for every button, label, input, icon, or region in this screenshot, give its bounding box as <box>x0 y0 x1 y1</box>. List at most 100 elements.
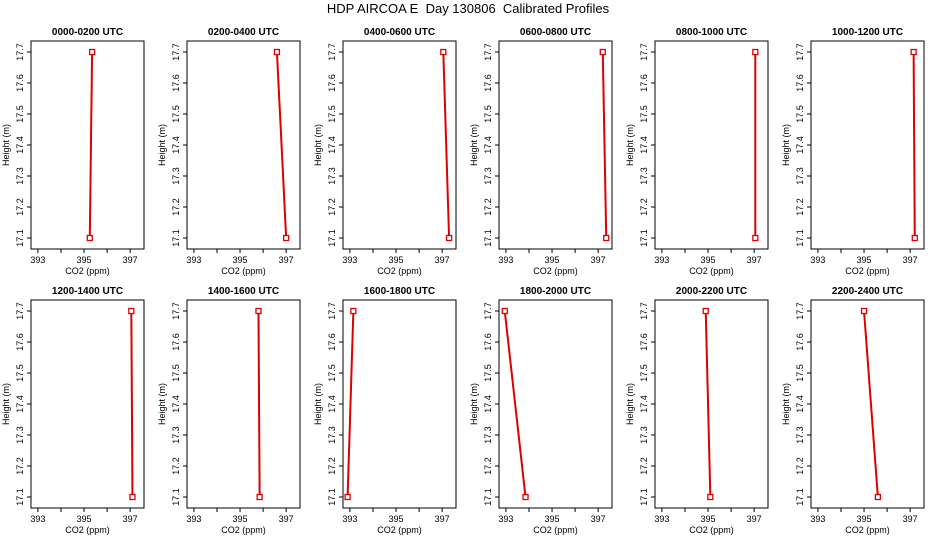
y-tick-label: 17.4 <box>171 136 181 154</box>
data-point <box>911 234 918 242</box>
x-tick-label: 395 <box>701 514 716 524</box>
y-tick-label: 17.5 <box>327 364 337 382</box>
x-tick-label: 395 <box>857 514 872 524</box>
y-tick-label: 17.6 <box>171 74 181 92</box>
y-tick-label: 17.6 <box>15 333 25 351</box>
data-point <box>702 307 709 315</box>
y-tick-label: 17.7 <box>795 43 805 61</box>
x-axis-label: CO2 (ppm) <box>689 266 734 276</box>
x-axis-label: CO2 (ppm) <box>377 266 422 276</box>
profile-line <box>257 310 261 498</box>
y-axis-label: Height (m) <box>313 124 323 166</box>
profile-panel: 1200-1400 UTC 393 395 397 CO2 (ppm) 17.1 17.2 1… <box>1 286 145 535</box>
profile-line <box>601 51 608 239</box>
plot-frame <box>342 299 457 509</box>
y-tick-label: 17.3 <box>483 426 493 444</box>
data-point <box>752 48 759 56</box>
profile-line <box>863 310 879 498</box>
x-axis-label: CO2 (ppm) <box>689 525 734 535</box>
y-axis-label: Height (m) <box>625 383 635 425</box>
panel-title: 1400-1600 UTC <box>208 286 279 297</box>
data-point <box>910 48 917 56</box>
y-tick-label: 17.4 <box>639 395 649 413</box>
y-tick-label: 17.7 <box>15 43 25 61</box>
y-tick-label: 17.4 <box>483 136 493 154</box>
x-tick-label: 395 <box>233 255 248 265</box>
x-tick-label: 397 <box>279 514 294 524</box>
y-tick-label: 17.5 <box>15 105 25 123</box>
y-tick-label: 17.4 <box>795 136 805 154</box>
panel-title: 1000-1200 UTC <box>832 27 903 38</box>
y-tick-label: 17.5 <box>483 105 493 123</box>
x-axis-label: CO2 (ppm) <box>533 525 578 535</box>
panel-title: 0800-1000 UTC <box>676 27 747 38</box>
y-tick-label: 17.7 <box>15 302 25 320</box>
y-tick-label: 17.7 <box>483 302 493 320</box>
y-tick-label: 17.4 <box>483 395 493 413</box>
y-tick-label: 17.2 <box>327 198 337 216</box>
y-tick-label: 17.4 <box>171 395 181 413</box>
x-tick-label: 395 <box>233 514 248 524</box>
x-tick-label: 397 <box>747 255 762 265</box>
panel-title: 2000-2200 UTC <box>676 286 747 297</box>
y-tick-label: 17.2 <box>15 457 25 475</box>
plot-frame <box>654 40 769 250</box>
x-tick-label: 395 <box>545 255 560 265</box>
y-axis-label: Height (m) <box>157 383 167 425</box>
x-tick-label: 397 <box>123 255 138 265</box>
y-tick-label: 17.2 <box>327 457 337 475</box>
data-point <box>350 307 357 315</box>
y-tick-label: 17.7 <box>639 43 649 61</box>
y-tick-label: 17.1 <box>15 229 25 247</box>
plot-frame <box>30 299 145 509</box>
x-tick-label: 397 <box>591 255 606 265</box>
x-tick-label: 397 <box>435 514 450 524</box>
x-axis-label: CO2 (ppm) <box>845 525 890 535</box>
x-axis-label: CO2 (ppm) <box>221 525 266 535</box>
y-tick-label: 17.1 <box>639 488 649 506</box>
y-tick-label: 17.4 <box>639 136 649 154</box>
x-tick-label: 395 <box>77 514 92 524</box>
x-axis-label: CO2 (ppm) <box>845 266 890 276</box>
y-tick-label: 17.3 <box>15 426 25 444</box>
x-tick-label: 395 <box>701 255 716 265</box>
y-tick-label: 17.3 <box>795 167 805 185</box>
y-tick-label: 17.1 <box>171 229 181 247</box>
profile-panel: 2200-2400 UTC 393 395 397 CO2 (ppm) 17.1 17.2 1… <box>781 286 925 535</box>
x-tick-label: 395 <box>77 255 92 265</box>
y-tick-label: 17.5 <box>171 105 181 123</box>
profile-panel: 1800-2000 UTC 393 395 397 CO2 (ppm) 17.1 17.2 1… <box>469 286 613 535</box>
y-axis-label: Height (m) <box>781 124 791 166</box>
y-tick-label: 17.4 <box>795 395 805 413</box>
data-point <box>129 493 136 501</box>
panel-title: 2200-2400 UTC <box>832 286 903 297</box>
y-tick-label: 17.4 <box>327 395 337 413</box>
y-tick-label: 17.1 <box>15 488 25 506</box>
y-tick-label: 17.6 <box>327 333 337 351</box>
y-tick-label: 17.1 <box>795 229 805 247</box>
plot-frame <box>810 40 925 250</box>
x-axis-label: CO2 (ppm) <box>533 266 578 276</box>
y-tick-label: 17.3 <box>639 426 649 444</box>
x-tick-label: 393 <box>810 255 825 265</box>
profile-panel: 2000-2200 UTC 393 395 397 CO2 (ppm) 17.1 17.2 1… <box>625 286 769 535</box>
y-axis-label: Height (m) <box>157 124 167 166</box>
x-axis-label: CO2 (ppm) <box>65 525 110 535</box>
x-tick-label: 397 <box>435 255 450 265</box>
y-tick-label: 17.2 <box>483 198 493 216</box>
x-tick-label: 397 <box>903 255 918 265</box>
profile-line <box>130 310 134 498</box>
plot-frame <box>654 299 769 509</box>
y-tick-label: 17.2 <box>639 457 649 475</box>
x-tick-label: 395 <box>389 514 404 524</box>
y-tick-label: 17.4 <box>15 136 25 154</box>
y-tick-label: 17.7 <box>327 43 337 61</box>
y-tick-label: 17.6 <box>795 74 805 92</box>
y-tick-label: 17.6 <box>15 74 25 92</box>
data-point <box>599 48 606 56</box>
y-tick-label: 17.3 <box>171 167 181 185</box>
x-tick-label: 393 <box>30 255 45 265</box>
data-point <box>273 48 281 56</box>
y-axis-label: Height (m) <box>469 383 479 425</box>
y-tick-label: 17.1 <box>483 488 493 506</box>
